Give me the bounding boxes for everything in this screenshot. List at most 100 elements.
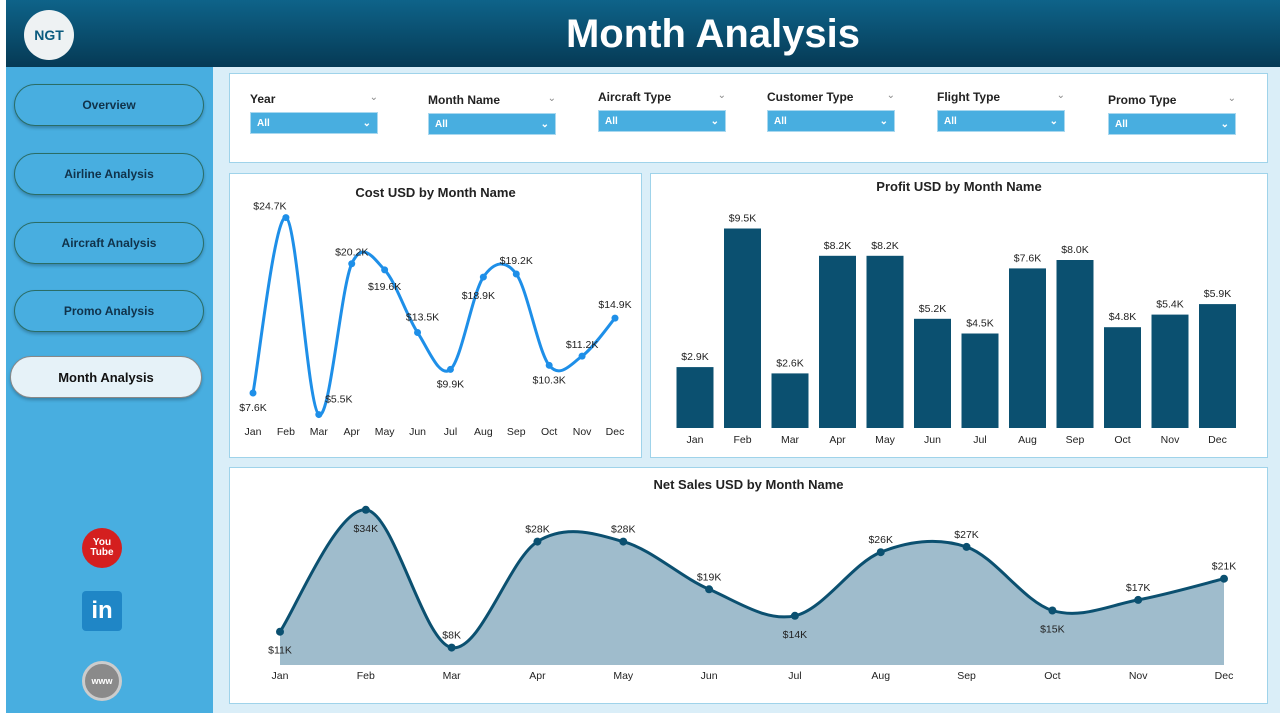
data-label: $28K [611,524,636,536]
data-label: $34K [354,523,379,535]
bar [866,255,904,428]
cost-line-chart: $7.6K Jan $24.7K Feb $5.5K Mar $20.2K Apr $19.6K… [239,201,631,438]
youtube-icon[interactable]: You Tube [82,528,122,568]
filter-dropdown[interactable]: All ⌄ [428,113,556,135]
x-tick-label: Jan [687,434,704,446]
data-label: $5.9K [1204,288,1231,300]
data-point [282,214,290,222]
chevron-down-icon: ⌄ [879,115,888,127]
data-label: $17K [1126,582,1151,594]
bar [1056,260,1094,428]
filter-value: All [605,115,618,127]
filter-value: All [1115,118,1128,130]
filter-dropdown[interactable]: All ⌄ [598,110,726,132]
chevron-down-icon: ⌄ [362,117,371,129]
data-point [790,611,799,620]
data-label: $14.9K [598,299,631,311]
chart-title: Profit USD by Month Name [876,179,1042,194]
chevron-down-icon[interactable]: ⌄ [1227,93,1236,104]
bar [1199,304,1236,428]
nav-promo-analysis[interactable]: Promo Analysis [14,290,204,332]
data-label: $24.7K [253,201,286,213]
filter-dropdown[interactable]: All ⌄ [1108,113,1236,135]
nav-airline-analysis[interactable]: Airline Analysis [14,153,204,195]
x-tick-label: Jan [272,670,289,682]
data-point [414,328,422,336]
filter-promo-type[interactable]: Promo Type ⌄ All ⌄ [1108,93,1236,135]
chevron-down-icon: ⌄ [1220,118,1229,130]
chevron-down-icon[interactable]: ⌄ [717,90,726,101]
chevron-down-icon: ⌄ [540,118,549,130]
bar [676,367,714,428]
filter-dropdown[interactable]: All ⌄ [767,110,895,132]
bar [961,333,999,428]
filter-dropdown[interactable]: All ⌄ [937,110,1065,132]
data-label: $2.6K [776,357,803,369]
logo: NGT [24,10,74,60]
filter-customer-type[interactable]: Customer Type ⌄ All ⌄ [767,90,895,132]
x-tick-label: Jun [409,426,426,438]
filter-value: All [435,118,448,130]
data-point [446,365,454,373]
data-point [315,411,323,419]
data-label: $4.5K [966,318,993,330]
netsales-chart-panel: Net Sales USD by Month Name $11K Jan $34K F… [229,467,1268,704]
data-label: $27K [954,529,979,541]
chevron-down-icon[interactable]: ⌄ [1056,90,1065,101]
x-tick-label: Feb [357,670,375,682]
x-tick-label: Aug [1018,434,1037,446]
page-title: Month Analysis [565,12,861,56]
bar [1151,314,1189,428]
data-point [479,273,487,281]
data-point [962,542,971,551]
globe-icon[interactable]: www [82,661,122,701]
x-tick-label: Mar [443,670,462,682]
nav-month-analysis[interactable]: Month Analysis [10,356,202,398]
data-label: $8.0K [1061,244,1088,256]
chevron-down-icon[interactable]: ⌄ [369,92,378,103]
cost-line [251,216,617,417]
netsales-area-chart: $11K Jan $34K Feb $8K Mar $28K Apr $28K May $19K Ju… [268,505,1237,682]
header: NGT Month Analysis [6,0,1280,67]
chart-title: Net Sales USD by Month Name [653,477,844,492]
data-label: $21K [1212,561,1237,573]
data-point [533,537,542,546]
x-tick-label: Aug [474,426,493,438]
x-tick-label: Apr [829,434,846,446]
nav-overview[interactable]: Overview [14,84,204,126]
data-label: $2.9K [681,351,708,363]
filter-label: Year ⌄ [250,92,378,106]
linkedin-icon[interactable]: in [82,591,122,631]
data-point [876,548,885,557]
x-tick-label: Jan [245,426,262,438]
filter-value: All [774,115,787,127]
x-tick-label: Nov [1161,434,1180,446]
data-point [1220,574,1228,583]
filter-label-text: Customer Type [767,90,854,104]
data-point [512,270,520,278]
data-point [276,627,284,636]
x-tick-label: Jun [701,670,718,682]
data-label: $15K [1040,624,1065,636]
filter-year[interactable]: Year ⌄ All ⌄ [250,92,378,134]
data-label: $9.9K [437,378,464,390]
data-label: $8.2K [824,240,851,252]
x-tick-label: Sep [957,670,976,682]
data-label: $20.2K [335,247,368,259]
x-tick-label: Apr [529,670,546,682]
nav-aircraft-analysis[interactable]: Aircraft Analysis [14,222,204,264]
chevron-down-icon[interactable]: ⌄ [886,90,895,101]
filter-aircraft-type[interactable]: Aircraft Type ⌄ All ⌄ [598,90,726,132]
filter-flight-type[interactable]: Flight Type ⌄ All ⌄ [937,90,1065,132]
data-label: $19.2K [500,255,533,267]
data-point [447,643,456,652]
data-label: $9.5K [729,213,756,225]
x-tick-label: Apr [344,426,361,438]
filter-label: Promo Type ⌄ [1108,93,1236,107]
x-tick-label: Nov [573,426,592,438]
filter-month-name[interactable]: Month Name ⌄ All ⌄ [428,93,556,135]
bar [771,373,809,428]
chevron-down-icon[interactable]: ⌄ [547,93,556,104]
filter-dropdown[interactable]: All ⌄ [250,112,378,134]
data-label: $10.3K [533,374,566,386]
